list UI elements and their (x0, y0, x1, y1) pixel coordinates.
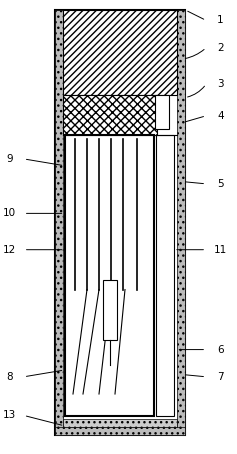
Bar (55, 10, 185, 435)
Bar (155, 95, 169, 129)
Bar (103, 280, 117, 340)
Bar (177, 10, 185, 435)
Bar (63, 10, 177, 95)
Text: 9: 9 (6, 154, 13, 164)
Text: 11: 11 (214, 245, 227, 255)
Text: 8: 8 (6, 372, 13, 382)
Text: 12: 12 (3, 245, 16, 255)
Text: 3: 3 (217, 79, 224, 89)
Bar (65, 135, 154, 416)
Bar (63, 95, 157, 135)
Text: 2: 2 (217, 43, 224, 53)
Bar (55, 427, 185, 435)
Bar (156, 135, 174, 416)
Text: 10: 10 (3, 208, 16, 218)
Text: 1: 1 (217, 15, 224, 25)
Text: 5: 5 (217, 179, 224, 189)
Text: 13: 13 (3, 410, 16, 420)
Bar (55, 10, 63, 435)
Bar (63, 419, 177, 427)
Text: 6: 6 (217, 345, 224, 355)
Text: 7: 7 (217, 372, 224, 382)
Text: 4: 4 (217, 111, 224, 121)
